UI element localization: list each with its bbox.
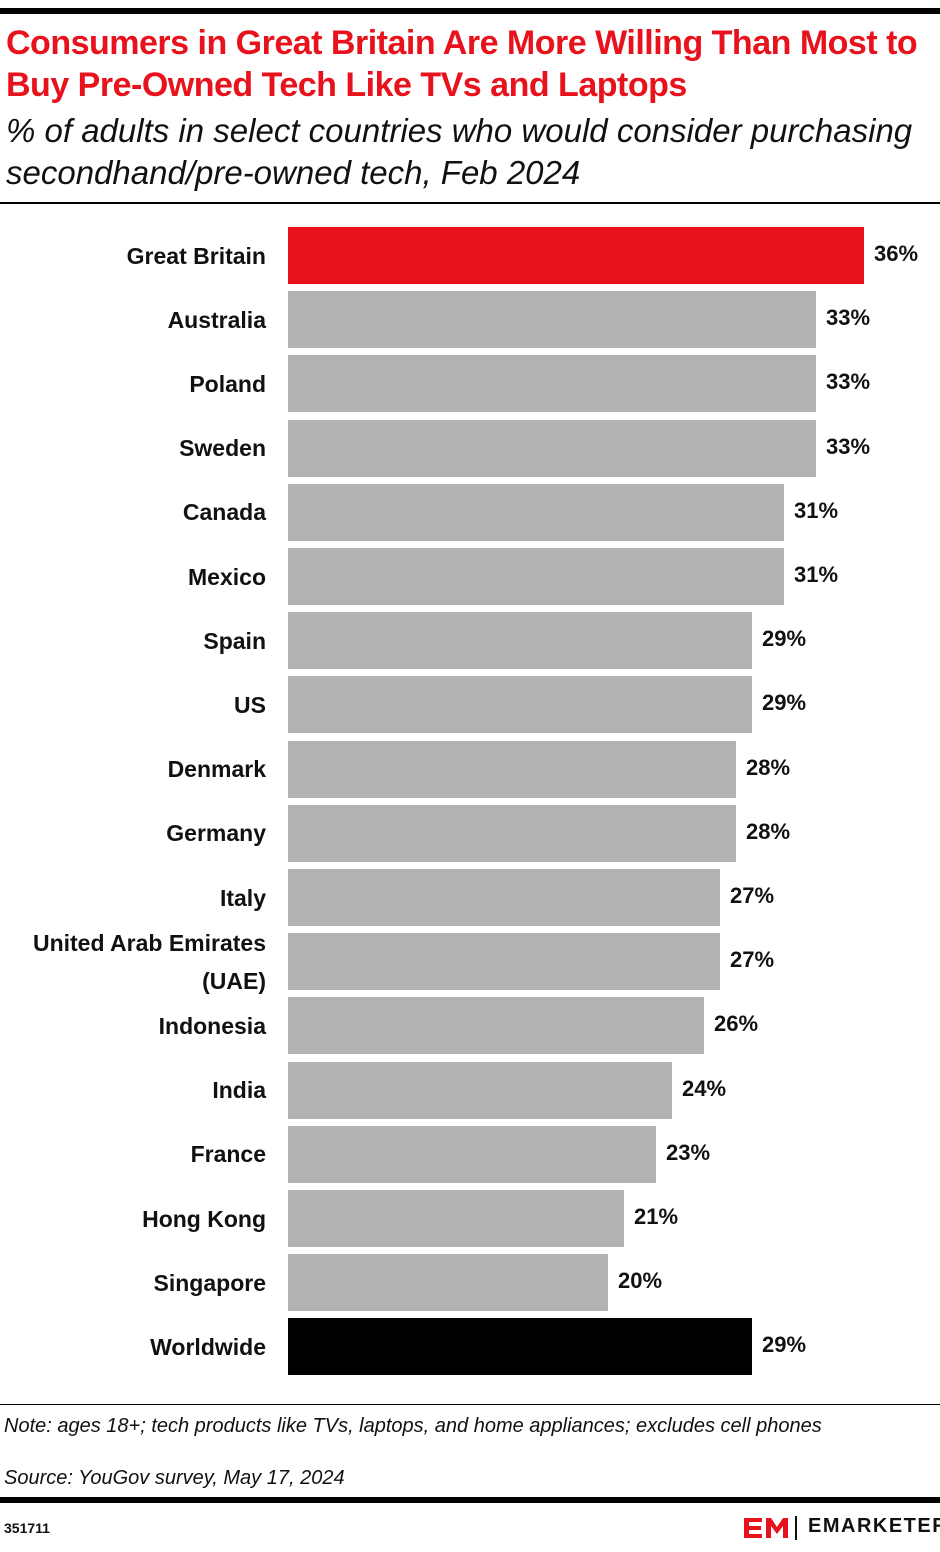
category-label: United Arab Emirates (UAE) bbox=[32, 929, 266, 994]
category-label: France bbox=[190, 1141, 266, 1168]
value-label: 33% bbox=[826, 369, 871, 395]
bar bbox=[288, 355, 816, 413]
bar bbox=[288, 997, 704, 1055]
bottom-rule bbox=[0, 1497, 940, 1503]
bar bbox=[288, 548, 784, 605]
category-label: Poland bbox=[189, 370, 266, 397]
value-label: 27% bbox=[730, 883, 775, 908]
bar bbox=[288, 483, 784, 541]
bar bbox=[288, 1190, 624, 1247]
logo-mark bbox=[744, 1516, 797, 1540]
header-rule bbox=[0, 202, 940, 204]
source: Source: YouGov survey, May 17, 2024 bbox=[4, 1467, 345, 1489]
value-label: 21% bbox=[634, 1204, 679, 1229]
value-label: 33% bbox=[826, 305, 871, 331]
category-label: Italy bbox=[219, 884, 266, 911]
value-label: 29% bbox=[762, 626, 807, 652]
category-label: Denmark bbox=[167, 756, 266, 783]
bar bbox=[288, 804, 736, 862]
value-label: 29% bbox=[762, 690, 807, 716]
category-label: Germany bbox=[166, 820, 266, 847]
bar bbox=[288, 612, 752, 670]
value-label: 20% bbox=[618, 1268, 663, 1294]
category-label: US bbox=[234, 691, 266, 718]
chart-id: 351711 bbox=[4, 1520, 50, 1536]
chart-title: Consumers in Great Britain Are More Will… bbox=[6, 24, 918, 104]
category-label: Sweden bbox=[179, 435, 266, 462]
bar bbox=[288, 1318, 752, 1376]
value-label: 31% bbox=[794, 562, 839, 587]
value-label: 27% bbox=[730, 947, 775, 973]
bar bbox=[288, 1125, 656, 1183]
category-label: Hong Kong bbox=[142, 1205, 266, 1232]
footer-rule bbox=[0, 1404, 940, 1405]
category-label: India bbox=[212, 1077, 266, 1104]
category-label: Great Britain bbox=[126, 242, 266, 269]
bar bbox=[288, 1061, 672, 1119]
value-label: 36% bbox=[874, 241, 919, 266]
category-label: Indonesia bbox=[158, 1012, 266, 1039]
bar bbox=[288, 676, 752, 734]
bar bbox=[288, 291, 816, 349]
bar bbox=[288, 740, 736, 798]
value-label: 29% bbox=[762, 1332, 807, 1358]
value-label: 26% bbox=[714, 1011, 759, 1037]
value-label: 23% bbox=[666, 1139, 711, 1165]
brand: EMARKETER bbox=[808, 1515, 940, 1537]
category-label: Canada bbox=[182, 499, 266, 526]
value-label: 33% bbox=[826, 433, 871, 459]
chart-subtitle: % of adults in select countries who woul… bbox=[6, 112, 913, 191]
category-label: Australia bbox=[167, 306, 266, 333]
bar bbox=[288, 227, 864, 284]
category-label: Worldwide bbox=[150, 1333, 266, 1360]
bar bbox=[288, 1254, 608, 1312]
bar bbox=[288, 933, 720, 991]
value-label: 28% bbox=[746, 754, 791, 780]
bar bbox=[288, 419, 816, 477]
category-label: Mexico bbox=[188, 563, 266, 590]
value-label: 28% bbox=[746, 818, 791, 844]
category-label: Spain bbox=[203, 627, 266, 654]
note: Note: ages 18+; tech products like TVs, … bbox=[4, 1415, 822, 1437]
category-label: Singapore bbox=[153, 1269, 266, 1296]
value-label: 31% bbox=[794, 497, 839, 523]
bar bbox=[288, 869, 720, 926]
top-rule bbox=[0, 8, 940, 14]
value-label: 24% bbox=[682, 1075, 727, 1101]
